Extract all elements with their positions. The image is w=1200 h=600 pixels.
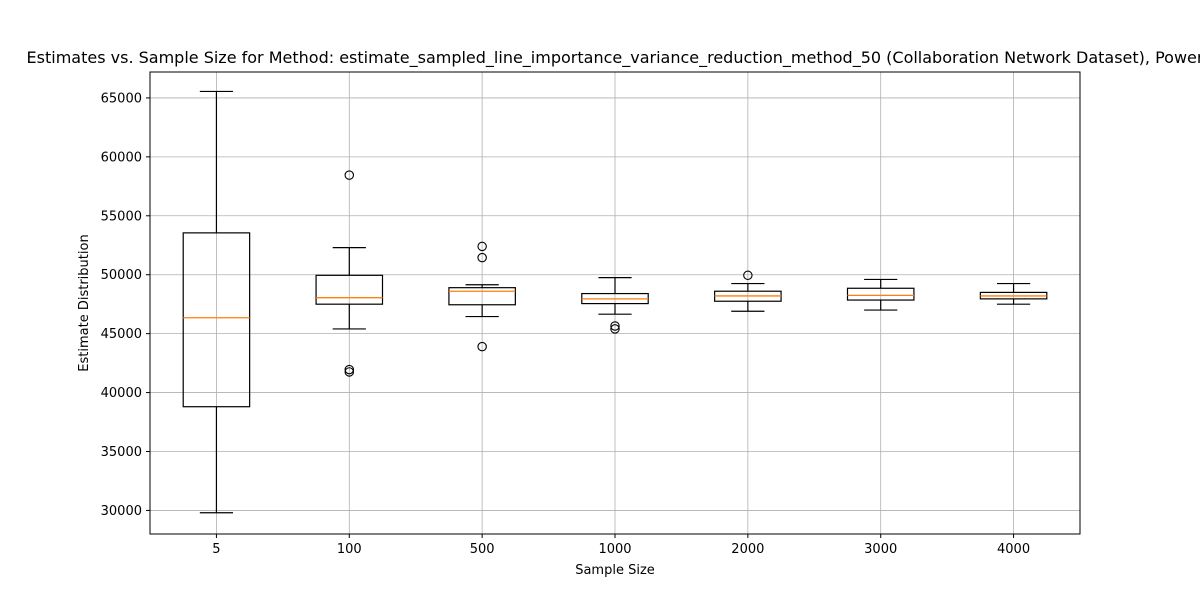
y-tick-label: 50000 [101, 268, 142, 283]
x-axis-label: Sample Size [575, 563, 655, 578]
iqr-box [182, 232, 251, 408]
box-100 [315, 170, 384, 377]
box-4000 [979, 282, 1048, 305]
x-tick-label: 1000 [598, 542, 631, 557]
x-tick-label: 5 [212, 542, 220, 557]
outlier-point [610, 324, 620, 334]
y-tick-label: 55000 [101, 209, 142, 224]
outlier-point [477, 341, 487, 352]
box-1000 [581, 277, 649, 334]
chart-title: Estimates vs. Sample Size for Method: es… [27, 48, 1200, 68]
iqr-box [846, 287, 915, 301]
box-3000 [846, 278, 915, 311]
box-500 [448, 241, 516, 352]
outlier-point [477, 241, 487, 252]
y-tick-label: 40000 [101, 386, 142, 401]
x-tick-label: 4000 [997, 542, 1030, 557]
x-tick-label: 2000 [731, 542, 764, 557]
outlier-point [610, 321, 620, 331]
y-tick-label: 60000 [101, 150, 142, 165]
x-tick-label: 3000 [864, 542, 897, 557]
tick-layer: 30000 35000 40000 45000 50000 55000 60000 65000… [101, 91, 1030, 557]
box-layer [182, 90, 1048, 514]
box-2000 [714, 270, 782, 312]
outlier-point [344, 170, 355, 180]
y-tick-label: 30000 [101, 504, 142, 519]
y-axis-label: Estimate Distribution [77, 234, 92, 371]
iqr-box [315, 274, 384, 305]
outlier-point [743, 270, 753, 281]
iqr-box [448, 287, 516, 306]
x-tick-label: 100 [337, 542, 362, 557]
box-5 [182, 90, 251, 514]
x-tick-label: 500 [470, 542, 495, 557]
outlier-point [344, 367, 355, 377]
y-tick-label: 65000 [101, 91, 142, 106]
y-tick-label: 35000 [101, 445, 142, 460]
y-tick-label: 45000 [101, 327, 142, 342]
outlier-point [344, 364, 355, 375]
outlier-point [477, 252, 487, 263]
